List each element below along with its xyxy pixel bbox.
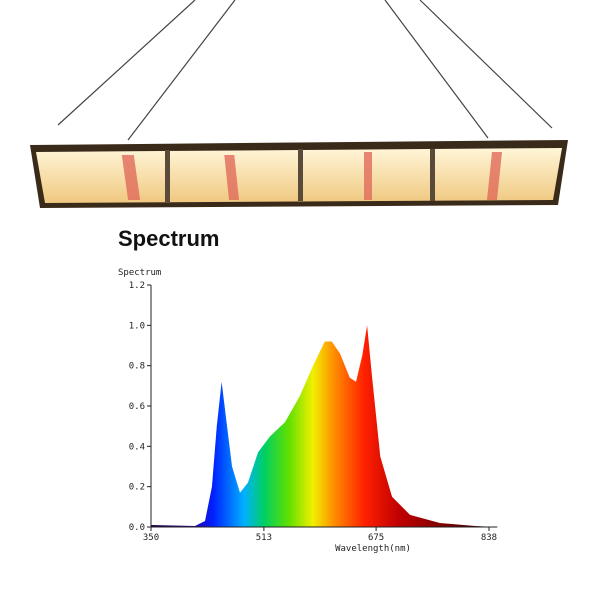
y-tick-label: 0.4 [129,442,145,452]
x-tick-label: 675 [368,533,384,543]
y-axis-label: Spectrum [118,268,161,278]
y-tick-label: 0.2 [129,483,145,493]
lamp-photo [30,0,568,208]
spectrum-area [151,325,496,527]
y-tick-label: 0.0 [129,523,145,533]
x-axis-label: Wavelength(nm) [335,544,411,554]
y-tick-label: 0.6 [129,402,145,412]
x-tick-label: 350 [143,533,159,543]
x-tick-label: 513 [256,533,272,543]
y-tick-label: 0.8 [129,362,145,372]
y-tick-label: 1.0 [129,321,145,331]
chart-title: Spectrum [118,226,219,251]
x-tick-label: 838 [481,533,497,543]
y-tick-label: 1.2 [129,281,145,291]
